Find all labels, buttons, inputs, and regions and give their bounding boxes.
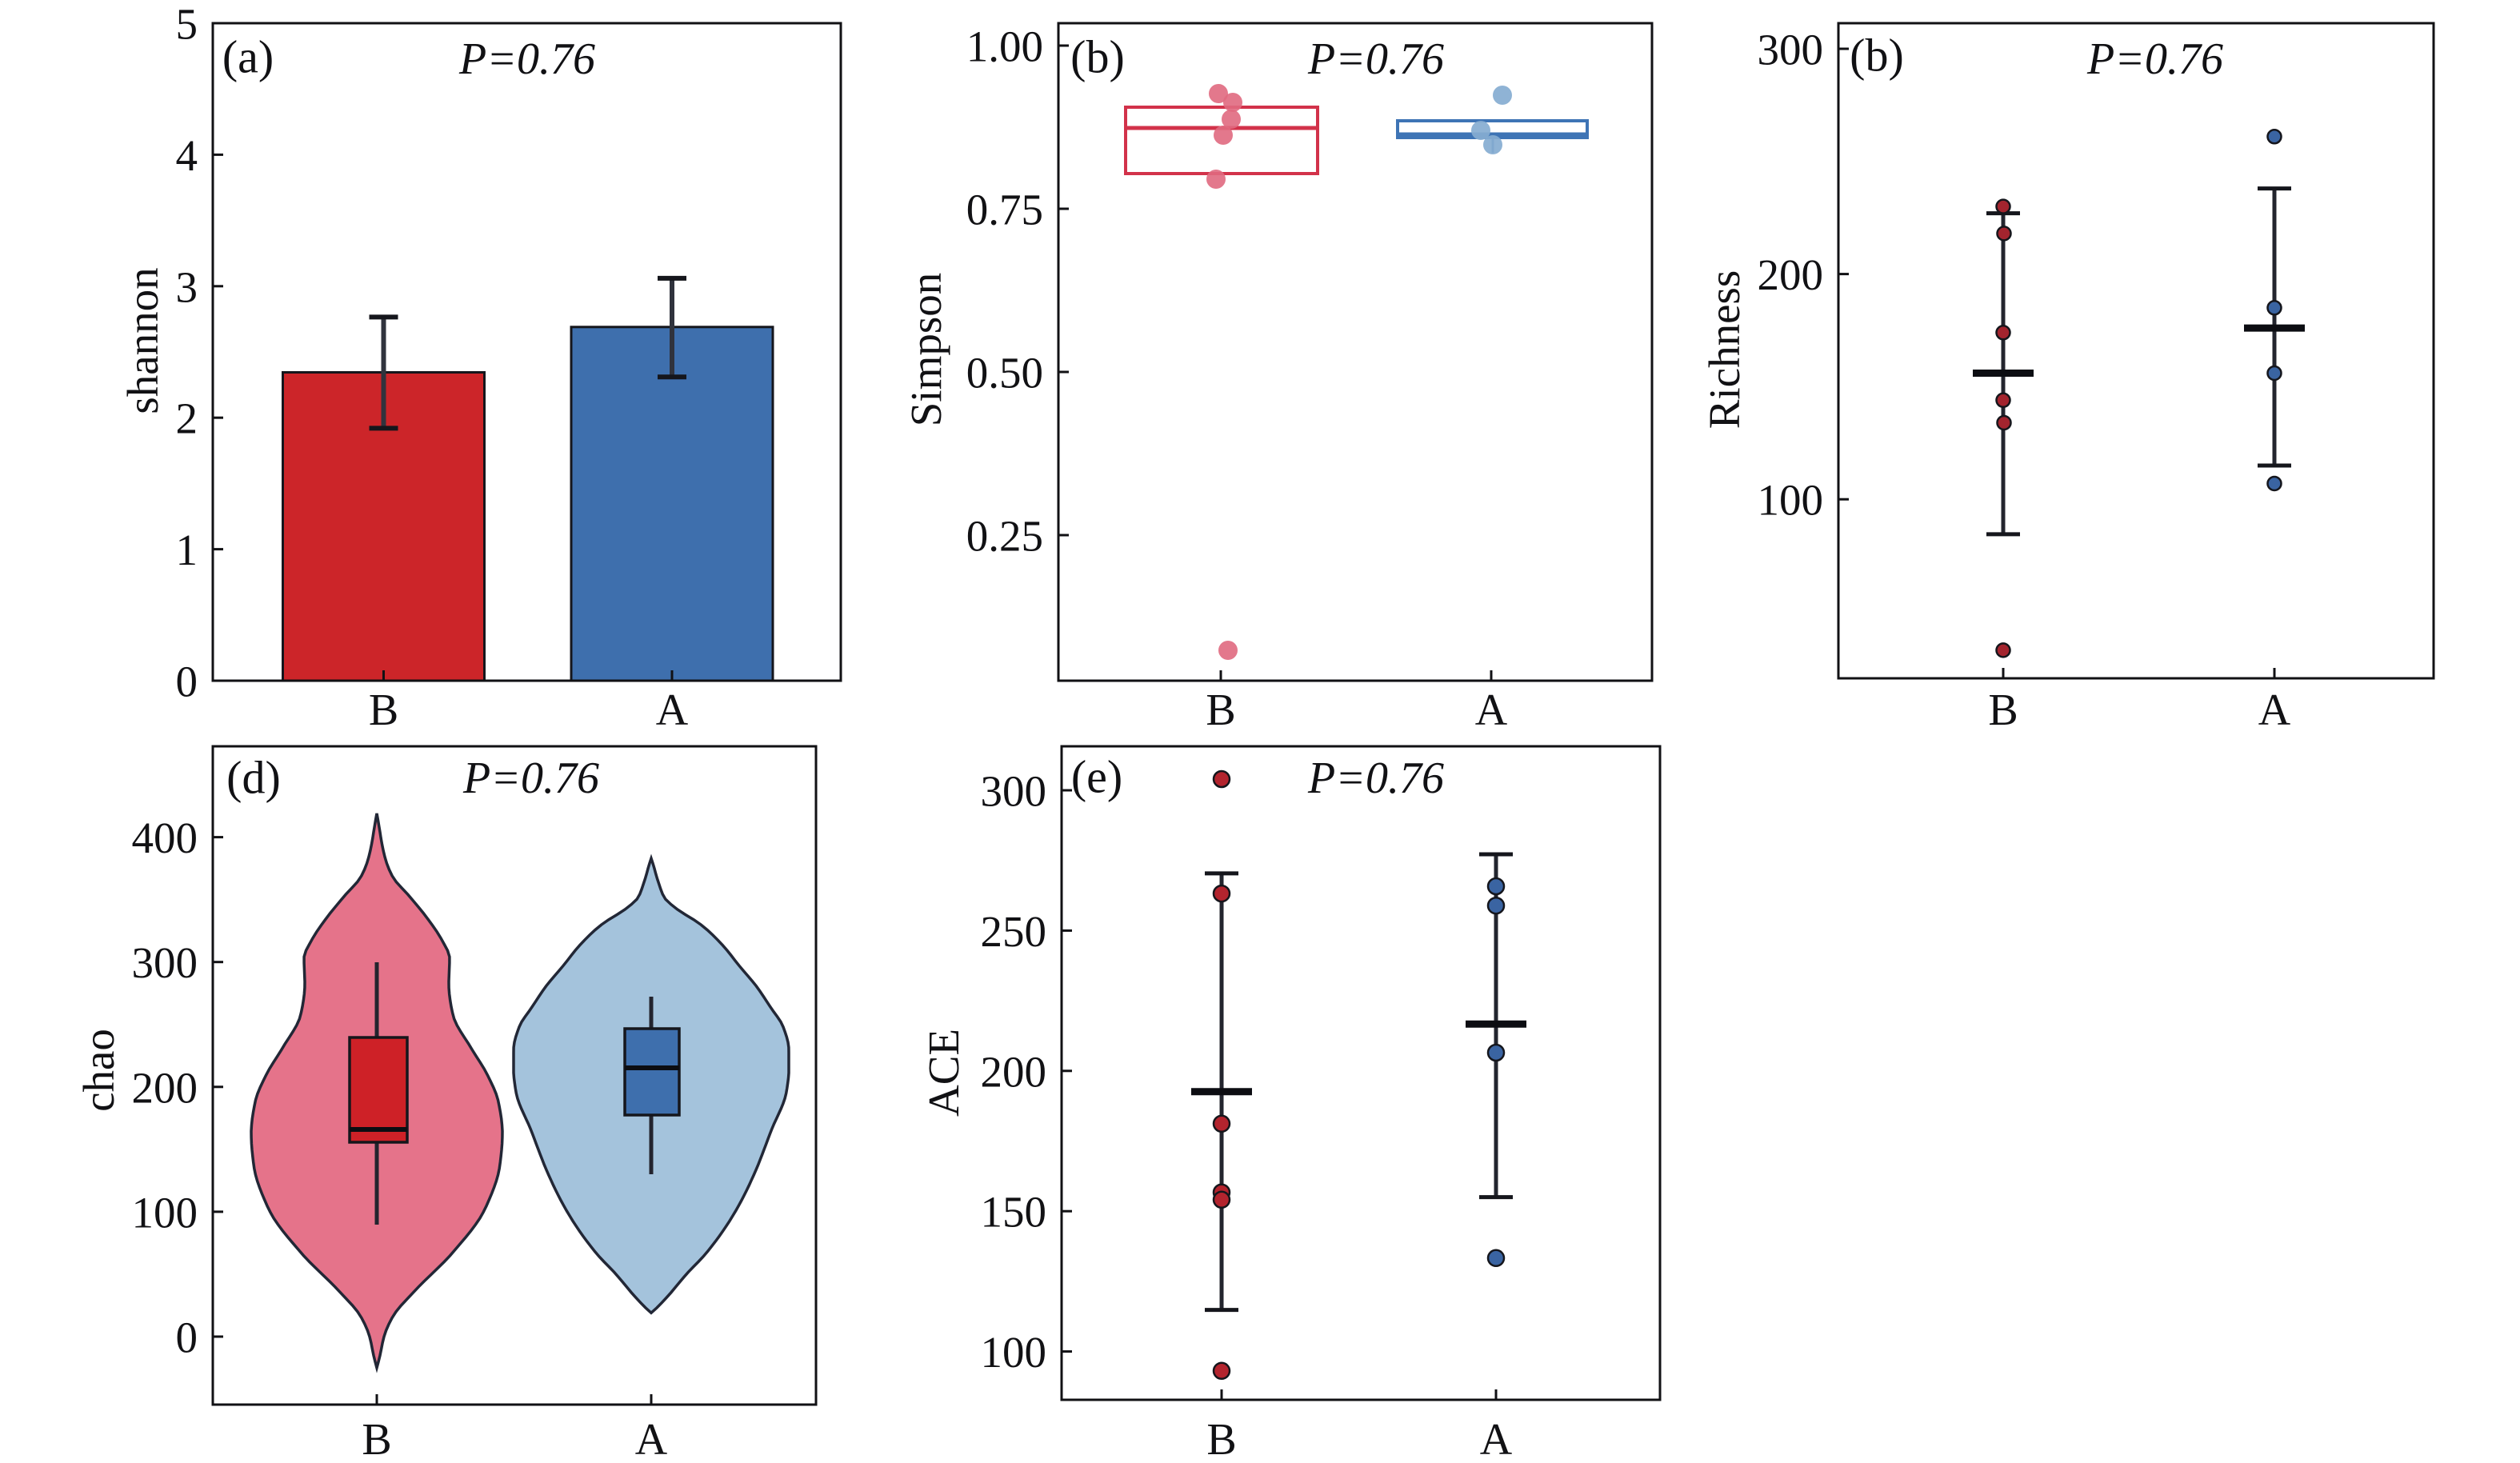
svg-text:Simpson: Simpson [902, 273, 950, 427]
svg-text:300: 300 [132, 938, 198, 987]
svg-text:200: 200 [1758, 250, 1824, 299]
svg-text:4: 4 [176, 131, 198, 180]
svg-text:B: B [362, 1415, 391, 1459]
svg-text:A: A [656, 686, 689, 735]
svg-text:1: 1 [176, 526, 198, 574]
svg-text:200: 200 [132, 1063, 198, 1112]
svg-text:150: 150 [981, 1188, 1047, 1237]
svg-text:(b): (b) [1850, 30, 1904, 82]
svg-text:2: 2 [176, 394, 198, 443]
svg-text:100: 100 [981, 1328, 1047, 1377]
svg-text:chao: chao [74, 1029, 123, 1112]
svg-text:P=0.76: P=0.76 [462, 753, 599, 803]
svg-text:100: 100 [1758, 476, 1824, 525]
svg-text:A: A [635, 1415, 668, 1459]
svg-text:(b): (b) [1070, 31, 1125, 83]
svg-text:P=0.76: P=0.76 [1307, 753, 1444, 803]
svg-text:shannon: shannon [118, 267, 167, 414]
svg-text:P=0.76: P=0.76 [2086, 34, 2223, 84]
svg-text:A: A [2258, 686, 2291, 735]
svg-text:200: 200 [981, 1047, 1047, 1096]
svg-text:5: 5 [176, 0, 198, 49]
svg-text:B: B [1206, 686, 1235, 735]
svg-text:100: 100 [132, 1188, 198, 1237]
svg-text:300: 300 [1758, 26, 1824, 74]
svg-text:B: B [1206, 1415, 1236, 1459]
svg-text:250: 250 [981, 907, 1047, 956]
svg-text:B: B [1988, 686, 2018, 735]
svg-text:P=0.76: P=0.76 [1307, 34, 1444, 84]
svg-text:3: 3 [176, 262, 198, 311]
svg-text:0.25: 0.25 [966, 512, 1043, 561]
svg-text:P=0.76: P=0.76 [458, 34, 595, 84]
svg-text:0: 0 [176, 658, 198, 706]
svg-text:0.75: 0.75 [966, 186, 1043, 234]
svg-text:300: 300 [981, 767, 1047, 816]
svg-text:B: B [369, 686, 398, 735]
svg-text:(e): (e) [1071, 751, 1122, 803]
svg-text:A: A [1475, 686, 1508, 735]
svg-text:0: 0 [176, 1313, 198, 1362]
svg-text:A: A [1480, 1415, 1513, 1459]
svg-text:(d): (d) [226, 752, 281, 804]
svg-text:ACE: ACE [919, 1029, 968, 1117]
svg-text:Richness: Richness [1700, 270, 1749, 430]
svg-text:400: 400 [132, 813, 198, 862]
svg-text:(a): (a) [222, 31, 274, 83]
svg-text:1.00: 1.00 [966, 22, 1043, 71]
svg-text:0.50: 0.50 [966, 349, 1043, 398]
